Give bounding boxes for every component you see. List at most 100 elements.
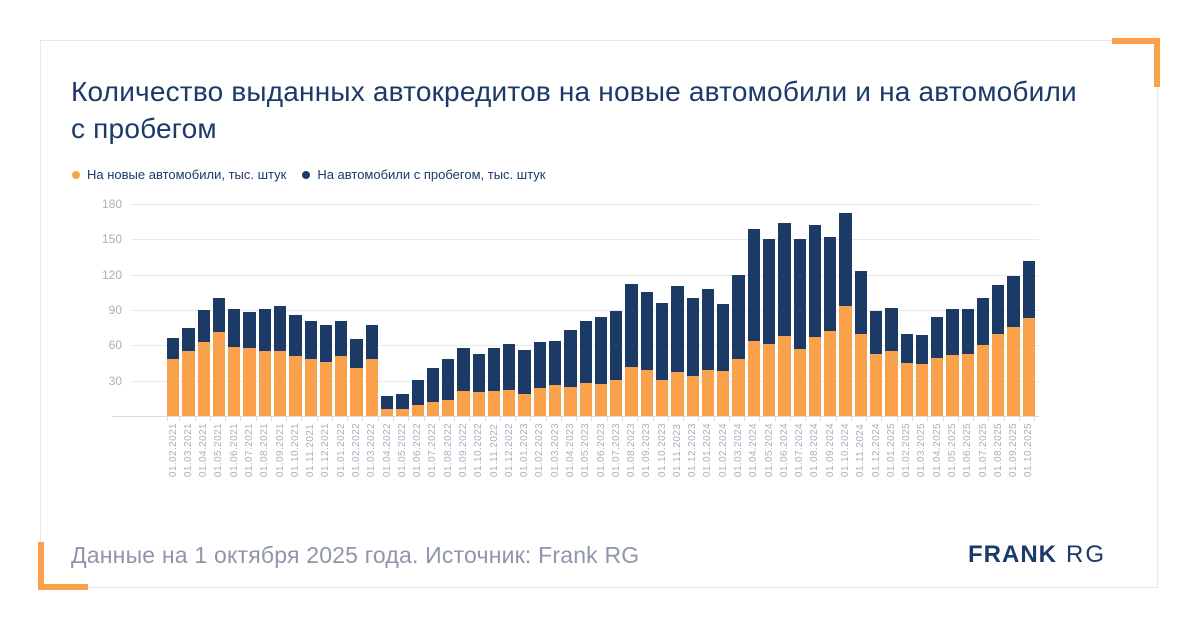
bar-01.01.2023[interactable] (518, 350, 531, 416)
bar-01.01.2024[interactable] (701, 288, 715, 416)
bar-01.12.2024[interactable] (869, 311, 883, 416)
bar-01.08.2025[interactable] (992, 285, 1005, 416)
bar-01.02.2025[interactable] (900, 333, 913, 416)
bar-01.11.2021[interactable] (304, 320, 317, 416)
bar-01.04.2022[interactable] (380, 395, 394, 416)
bar-segment-new (992, 333, 1005, 416)
legend-item-new-cars[interactable]: На новые автомобили, тыс. штук (72, 167, 286, 182)
bar-01.09.2025[interactable] (1007, 275, 1020, 416)
bar-01.06.2023[interactable] (594, 317, 608, 416)
x-axis-label-text: 01.12.2022 (503, 423, 515, 478)
bar-01.07.2024[interactable] (793, 239, 806, 416)
bar-01.01.2022[interactable] (335, 320, 348, 416)
x-axis-label: 01.12.2024 (870, 423, 882, 477)
x-axis-label: 01.01.2025 (885, 423, 897, 477)
bar-01.04.2021[interactable] (197, 310, 210, 416)
bar-01.10.2023[interactable] (656, 302, 669, 416)
bar-01.09.2021[interactable] (273, 306, 287, 416)
bar-01.10.2022[interactable] (472, 353, 485, 416)
bar-01.03.2021[interactable] (182, 327, 195, 416)
bar-01.05.2024[interactable] (762, 239, 776, 416)
x-axis-label: 01.01.2022 (335, 423, 347, 477)
bar-01.09.2023[interactable] (640, 292, 653, 416)
bar-01.10.2025[interactable] (1022, 260, 1036, 416)
bar-segment-used (396, 393, 409, 409)
tick (870, 417, 883, 421)
legend: На новые автомобили, тыс. штук На автомо… (72, 167, 546, 182)
tick (458, 417, 471, 421)
bar-01.11.2024[interactable] (854, 271, 867, 416)
x-axis-label-text: 01.03.2025 (916, 423, 928, 478)
x-axis-label-text: 01.01.2023 (519, 423, 531, 478)
bar-01.05.2025[interactable] (946, 308, 959, 416)
bar-01.03.2022[interactable] (365, 325, 378, 416)
bar-segment-used (625, 284, 638, 367)
y-axis-label-60: 60 (108, 338, 122, 353)
bar-01.01.2025[interactable] (885, 307, 898, 416)
bar-segment-used (747, 228, 760, 341)
bar-01.11.2023[interactable] (671, 286, 684, 416)
tick (412, 417, 425, 421)
bar-01.06.2024[interactable] (778, 222, 791, 416)
bar-01.12.2023[interactable] (686, 298, 699, 416)
x-axis-label: 01.02.2021 (167, 423, 179, 477)
bar-01.05.2021[interactable] (212, 298, 226, 416)
bar-01.07.2023[interactable] (610, 311, 623, 416)
bar-01.06.2025[interactable] (961, 308, 974, 416)
bar-01.03.2023[interactable] (549, 340, 562, 416)
bar-01.06.2022[interactable] (411, 379, 424, 416)
bar-segment-used (1022, 260, 1036, 319)
bar-01.06.2021[interactable] (228, 308, 241, 416)
legend-item-used-cars[interactable]: На автомобили с пробегом, тыс. штук (302, 167, 546, 182)
bar-segment-new (594, 384, 608, 416)
bar-segment-used (487, 347, 501, 392)
bar-01.04.2024[interactable] (747, 228, 760, 416)
bar-segment-used (319, 325, 333, 362)
x-axis-label: 01.08.2024 (809, 423, 821, 477)
bar-01.08.2023[interactable] (625, 284, 638, 416)
tick (885, 417, 898, 421)
bar-01.02.2021[interactable] (167, 338, 180, 416)
x-axis-label-text: 01.11.2022 (488, 423, 500, 478)
bar-01.02.2023[interactable] (533, 341, 547, 416)
bar-01.02.2022[interactable] (350, 339, 363, 416)
bar-01.08.2021[interactable] (258, 308, 271, 416)
x-axis-label: 01.08.2025 (992, 423, 1004, 477)
bar-01.05.2022[interactable] (396, 393, 409, 416)
bar-01.09.2022[interactable] (457, 347, 470, 416)
bar-01.07.2021[interactable] (243, 312, 256, 416)
bar-segment-new (503, 390, 516, 416)
x-axis-label-text: 01.09.2022 (457, 423, 469, 478)
bar-01.07.2025[interactable] (976, 298, 990, 416)
x-axis-label-text: 01.10.2025 (1023, 423, 1035, 478)
bar-01.03.2024[interactable] (732, 274, 745, 416)
bar-01.04.2025[interactable] (931, 317, 944, 416)
tick (992, 417, 1005, 421)
bar-01.03.2025[interactable] (915, 334, 929, 416)
x-axis-label-text: 01.08.2021 (259, 423, 271, 478)
bar-01.07.2022[interactable] (426, 367, 440, 416)
bar-01.04.2023[interactable] (564, 330, 577, 416)
x-axis-label-text: 01.02.2022 (351, 423, 363, 478)
bar-segment-used (808, 225, 822, 338)
bar-01.10.2021[interactable] (289, 314, 302, 416)
bar-01.11.2022[interactable] (487, 347, 501, 416)
bar-01.08.2024[interactable] (808, 225, 822, 416)
bar-01.09.2024[interactable] (824, 236, 837, 416)
bar-01.12.2021[interactable] (319, 325, 333, 416)
x-axis-label: 01.11.2021 (305, 423, 317, 477)
bar-01.05.2023[interactable] (579, 320, 592, 416)
bar-segment-new (197, 341, 210, 416)
x-axis-label: 01.09.2021 (274, 423, 286, 477)
x-axis-label-text: 01.04.2021 (198, 423, 210, 478)
tick (504, 417, 517, 421)
bar-segment-new (824, 331, 837, 416)
bar-segment-new (518, 393, 531, 416)
bar-segment-new (946, 354, 959, 416)
bar-01.12.2022[interactable] (503, 344, 516, 416)
bar-01.10.2024[interactable] (839, 213, 852, 416)
x-axis-label-text: 01.10.2024 (840, 423, 852, 478)
bar-segment-used (854, 271, 867, 334)
bar-01.08.2022[interactable] (442, 359, 455, 416)
bar-01.02.2024[interactable] (717, 304, 730, 416)
